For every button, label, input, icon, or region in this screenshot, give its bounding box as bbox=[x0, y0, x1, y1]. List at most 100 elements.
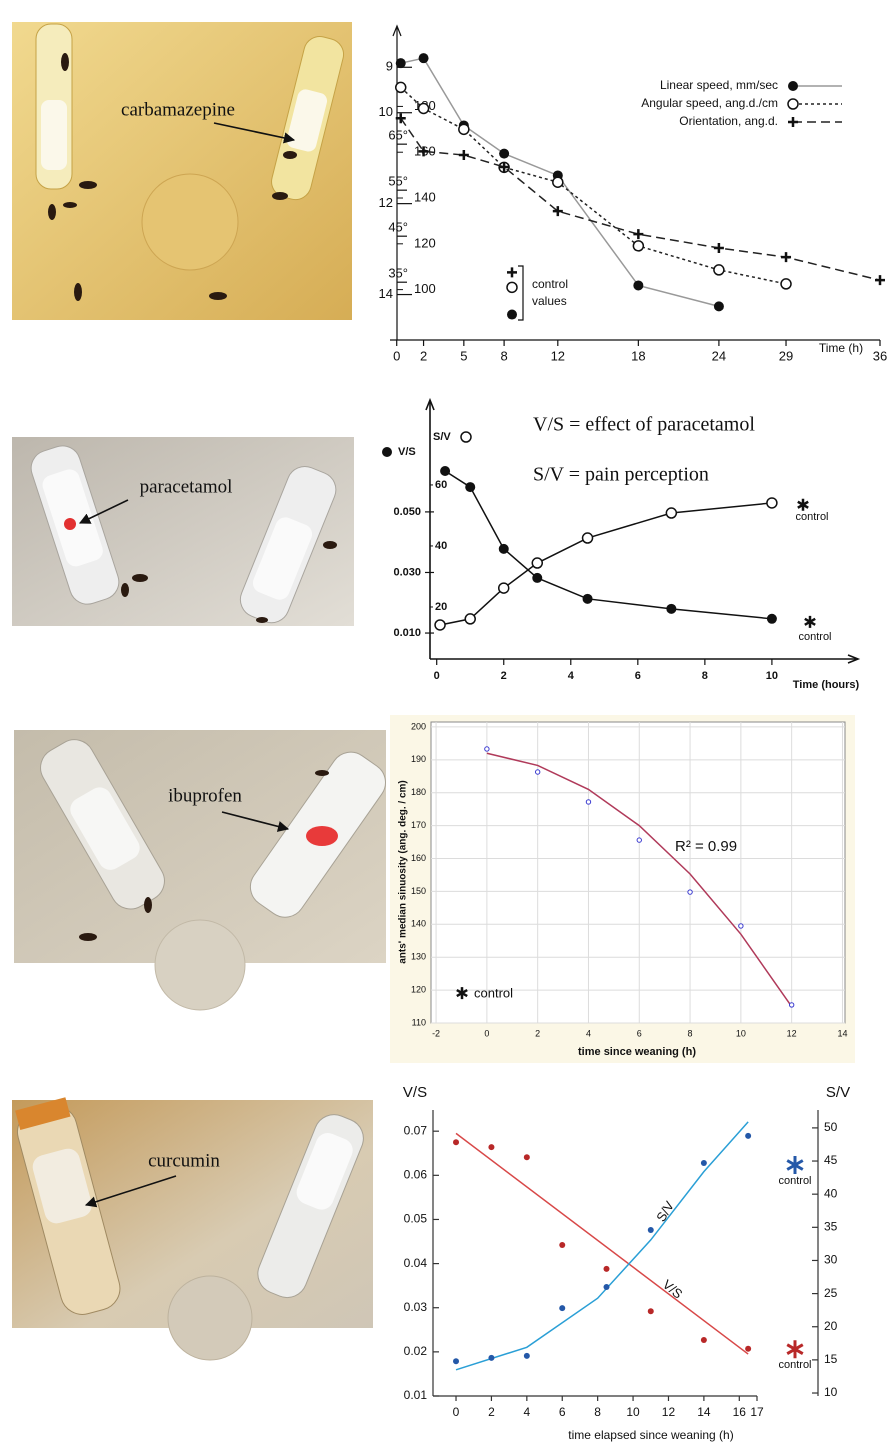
data-point bbox=[485, 747, 489, 751]
y2-tick-label: 60 bbox=[435, 479, 447, 491]
y2-tick-label: 30 bbox=[824, 1253, 838, 1267]
x-tick-label: 10 bbox=[736, 1028, 746, 1038]
data-point bbox=[535, 770, 539, 774]
data-point bbox=[633, 280, 643, 290]
photo-label: carbamazepine bbox=[121, 99, 235, 120]
x-tick-label: 0 bbox=[484, 1028, 489, 1038]
x-tick-label: 2 bbox=[535, 1028, 540, 1038]
x-axis-label: Time (hours) bbox=[793, 679, 860, 691]
x-tick-label: 16 bbox=[733, 1405, 747, 1419]
y2-tick-label: 45 bbox=[824, 1153, 838, 1167]
y-tick-label: 12 bbox=[379, 195, 393, 210]
data-point bbox=[465, 482, 475, 492]
data-point bbox=[745, 1346, 751, 1352]
control-marker bbox=[507, 282, 517, 292]
y3-tick-label: 65° bbox=[388, 128, 408, 143]
data-point bbox=[559, 1305, 565, 1311]
x-tick-label: 10 bbox=[766, 670, 778, 682]
data-point bbox=[701, 1160, 707, 1166]
plot-area bbox=[431, 722, 845, 1023]
y2-tick-label: 40 bbox=[435, 540, 447, 552]
x-tick-label: 2 bbox=[420, 348, 427, 363]
x-tick-label: 8 bbox=[702, 670, 708, 682]
legend-marker bbox=[788, 81, 798, 91]
data-point bbox=[604, 1266, 610, 1272]
y-tick-label: 14 bbox=[379, 286, 393, 301]
data-point bbox=[767, 614, 777, 624]
x-tick-label: 2 bbox=[501, 670, 507, 682]
data-point bbox=[666, 604, 676, 614]
x-tick-label: 6 bbox=[637, 1028, 642, 1038]
y-tick-label: 180 bbox=[411, 787, 426, 797]
dish bbox=[168, 1276, 252, 1360]
x-tick-label: 8 bbox=[594, 1405, 601, 1419]
data-point bbox=[524, 1353, 530, 1359]
y-tick-label: 0.01 bbox=[404, 1388, 428, 1402]
x-tick-label: 18 bbox=[631, 348, 645, 363]
y-tick-label: 0.04 bbox=[404, 1256, 428, 1270]
data-point bbox=[648, 1227, 654, 1233]
y-tick-label: 190 bbox=[411, 754, 426, 764]
y-tick-label: 140 bbox=[411, 919, 426, 929]
y2-tick-label: 20 bbox=[435, 601, 447, 613]
y3-tick-label: 35° bbox=[388, 266, 408, 281]
x-axis-label: Time (h) bbox=[819, 341, 863, 355]
y2-tick-label: 35 bbox=[824, 1219, 838, 1233]
data-point bbox=[767, 498, 777, 508]
x-tick-label: 4 bbox=[568, 670, 575, 682]
y-tick-label: 130 bbox=[411, 952, 426, 962]
x-tick-label: 14 bbox=[837, 1028, 847, 1038]
data-point bbox=[488, 1144, 494, 1150]
x-tick-label: 12 bbox=[551, 348, 565, 363]
y-axis-title: V/S bbox=[403, 1084, 427, 1101]
data-point bbox=[396, 82, 406, 92]
x-axis-label: time since weaning (h) bbox=[578, 1046, 696, 1058]
data-point bbox=[789, 1003, 793, 1007]
y-tick-label: 160 bbox=[411, 853, 426, 863]
photo-label: ibuprofen bbox=[168, 785, 242, 806]
x-tick-label: 6 bbox=[559, 1405, 566, 1419]
y-tick-label: 170 bbox=[411, 820, 426, 830]
legend-label: Angular speed, ang.d./cm bbox=[641, 96, 778, 110]
annotation: V/S = effect of paracetamol bbox=[533, 414, 755, 436]
dish bbox=[155, 920, 245, 1010]
y2-tick-label: 50 bbox=[824, 1120, 838, 1134]
data-point bbox=[459, 124, 469, 134]
y-tick-label: 110 bbox=[412, 1017, 426, 1027]
y-tick-label: 0.030 bbox=[393, 566, 421, 578]
data-point bbox=[453, 1358, 459, 1364]
photo-label: curcumin bbox=[148, 1150, 220, 1171]
data-point bbox=[745, 1133, 751, 1139]
data-point bbox=[499, 544, 509, 554]
legend-label: Orientation, ang.d. bbox=[679, 114, 778, 128]
drug-spot bbox=[306, 826, 338, 846]
x-tick-label: 8 bbox=[500, 348, 507, 363]
x-tick-label: 0 bbox=[434, 670, 440, 682]
cotton bbox=[41, 100, 67, 170]
x-tick-label: 8 bbox=[688, 1028, 693, 1038]
figure: carbamazepine paracetamol ibuprofen curc… bbox=[0, 0, 891, 1456]
y2-tick-label: 15 bbox=[824, 1352, 838, 1366]
data-point bbox=[586, 800, 590, 804]
y-tick-label: 9 bbox=[386, 59, 393, 74]
y-tick-label: 0.06 bbox=[404, 1167, 428, 1181]
y-tick-label: 0.010 bbox=[393, 627, 421, 639]
data-point bbox=[419, 103, 429, 113]
legend-label: Linear speed, mm/sec bbox=[660, 78, 778, 92]
y-tick-label: 150 bbox=[411, 886, 426, 896]
data-point bbox=[666, 508, 676, 518]
data-point bbox=[419, 53, 429, 63]
control-label: control bbox=[474, 985, 513, 1000]
y-tick-label: 0.05 bbox=[404, 1212, 428, 1226]
y2-tick-label: 25 bbox=[824, 1286, 838, 1300]
dish bbox=[142, 174, 238, 270]
legend-marker bbox=[788, 99, 798, 109]
control-label: values bbox=[532, 294, 567, 308]
data-point bbox=[583, 533, 593, 543]
photo: curcumin bbox=[11, 1096, 373, 1360]
y3-tick-label: 55° bbox=[388, 174, 408, 189]
data-point bbox=[532, 573, 542, 583]
legend-label: S/V bbox=[433, 431, 451, 443]
y-tick-label: 0.03 bbox=[404, 1300, 428, 1314]
x-tick-label: 29 bbox=[779, 348, 793, 363]
